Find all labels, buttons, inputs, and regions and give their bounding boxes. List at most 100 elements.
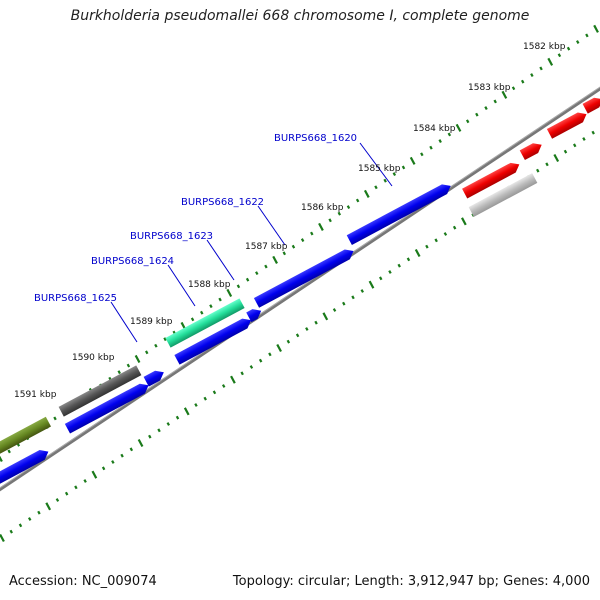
tick-mark [111, 460, 115, 464]
tick-mark [328, 218, 332, 223]
kbp-label: 1582 kbp [523, 42, 566, 52]
tick-mark [212, 390, 217, 395]
gene-label[interactable]: BURPS668_1625 [34, 293, 117, 304]
tick-mark [203, 396, 207, 401]
tick-mark [218, 297, 222, 302]
tick-mark [200, 310, 204, 315]
tick-mark [117, 370, 121, 375]
tick-mark [545, 162, 549, 167]
kbp-label: 1588 kbp [188, 280, 231, 290]
tick-mark [300, 238, 305, 243]
tick-mark [305, 327, 309, 331]
tick-mark [129, 447, 134, 452]
gene-red-3[interactable] [546, 109, 589, 139]
tick-mark [154, 343, 158, 348]
tick-mark [258, 358, 263, 363]
tick-mark [388, 270, 392, 274]
tick-mark [18, 523, 23, 528]
tick-mark [337, 211, 342, 216]
gene-burps668-1622[interactable] [246, 306, 264, 323]
gene-burps668-1620[interactable] [346, 181, 454, 245]
tick-mark [397, 263, 401, 268]
tick-mark [379, 276, 383, 281]
accession-text: Accession: NC_009074 [9, 574, 157, 589]
tick-mark [7, 449, 11, 454]
chromosome-backbone [0, 86, 600, 492]
topology-summary: Topology: circular; Length: 3,912,947 bp… [232, 574, 590, 589]
gene-label[interactable]: BURPS668_1620 [274, 133, 357, 144]
gene-red-2[interactable] [519, 140, 545, 161]
gene-burps668-1626[interactable] [64, 380, 151, 434]
tick-mark [314, 320, 318, 325]
tick-mark [520, 79, 525, 84]
tick-mark [553, 153, 560, 163]
tick-mark [194, 403, 198, 407]
tick-mark [409, 156, 416, 165]
tick-mark [420, 152, 424, 157]
tick-mark [134, 354, 141, 364]
tick-mark [276, 343, 282, 353]
gene-small-fwd[interactable] [143, 367, 167, 387]
gene-burps668-1627[interactable] [0, 447, 51, 494]
kbp-label: 1585 kbp [358, 164, 401, 174]
tick-mark [539, 66, 543, 71]
tick-mark [566, 46, 571, 51]
tick-mark [126, 363, 131, 368]
tick-mark [291, 244, 296, 249]
tick-mark [360, 289, 364, 293]
gene-burps668-1623[interactable] [165, 298, 245, 348]
gene-burps668-1625[interactable] [0, 416, 51, 464]
tick-mark [157, 428, 161, 433]
tick-mark [83, 479, 87, 483]
gene-labels: BURPS668_1620 BURPS668_1622 BURPS668_1623 B… [34, 133, 393, 343]
gene-label[interactable]: BURPS668_1623 [130, 231, 213, 242]
tick-mark [264, 264, 268, 269]
gene-light-gray[interactable] [468, 173, 538, 217]
tick-mark [392, 172, 397, 177]
gene-label-leader [359, 142, 393, 187]
gene-label-leader [206, 239, 235, 281]
gene-red-4[interactable] [582, 94, 600, 114]
gene-label[interactable]: BURPS668_1624 [91, 256, 174, 267]
tick-mark [582, 137, 586, 141]
gene-label[interactable]: BURPS668_1622 [181, 197, 264, 208]
map-title: Burkholderia pseudomallei 668 chromosome… [70, 8, 530, 24]
tick-mark [383, 178, 387, 183]
kbp-label: 1590 kbp [72, 353, 115, 363]
gene-burps668-1621[interactable] [253, 246, 356, 308]
gene-features [0, 94, 600, 494]
gene-burps668-1624[interactable] [174, 315, 253, 365]
kbp-label: 1583 kbp [468, 83, 511, 93]
tick-mark [295, 333, 300, 338]
tick-mark [536, 168, 540, 173]
tick-mark [501, 90, 508, 99]
tick-mark [226, 288, 233, 297]
tick-mark [45, 502, 52, 511]
tick-mark [401, 165, 406, 170]
tick-mark [493, 99, 497, 104]
tick-mark [286, 339, 291, 344]
tick-mark [563, 149, 568, 154]
gene-label-leader [257, 205, 286, 246]
tick-mark [249, 365, 254, 369]
tick-mark [310, 231, 314, 236]
kbp-label: 1587 kbp [245, 242, 288, 252]
tick-mark [368, 280, 375, 289]
tick-mark [282, 251, 287, 256]
tick-mark [221, 384, 226, 388]
tick-mark [209, 304, 213, 309]
tick-mark [475, 112, 479, 117]
tick-mark [591, 130, 595, 135]
tick-mark [0, 455, 3, 463]
gene-dark-gray[interactable] [58, 365, 142, 417]
tick-mark [585, 33, 589, 38]
tick-mark [434, 238, 438, 243]
kbp-label: 1584 kbp [413, 124, 456, 134]
tick-mark [74, 485, 78, 490]
tick-mark [342, 301, 346, 306]
tick-mark [465, 119, 470, 124]
gene-red-1[interactable] [462, 160, 522, 199]
tick-mark [355, 198, 360, 203]
tick-mark [455, 123, 462, 132]
tick-mark [9, 529, 13, 534]
